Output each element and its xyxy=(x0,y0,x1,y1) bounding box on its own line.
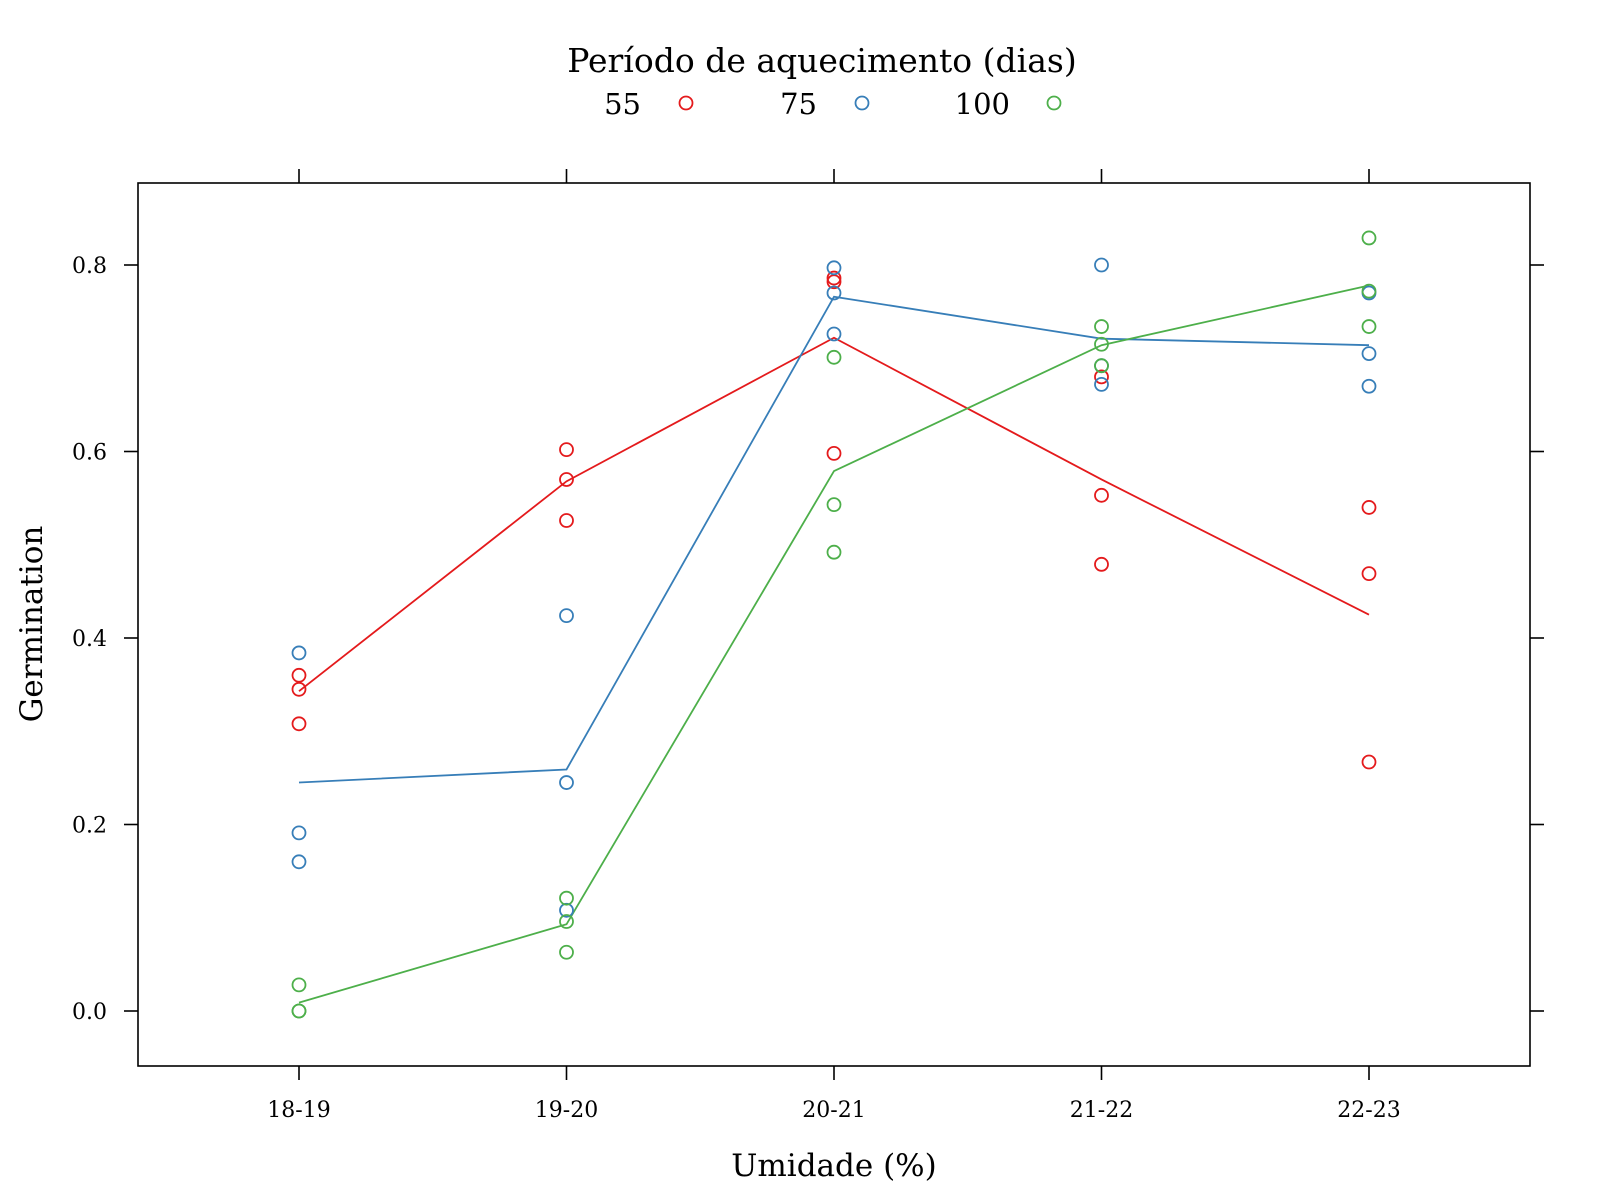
data-point-55 xyxy=(826,445,842,461)
data-point-100 xyxy=(559,914,574,929)
legend: 55 75 100 xyxy=(604,87,1062,121)
legend-label-55: 55 xyxy=(604,87,641,121)
data-point-100 xyxy=(291,977,307,993)
data-point-55 xyxy=(1094,487,1109,503)
data-point-100 xyxy=(826,544,842,560)
data-point-55 xyxy=(1094,556,1109,572)
data-point-100 xyxy=(559,890,574,906)
data-point-55 xyxy=(1094,369,1109,385)
legend-marker-75 xyxy=(854,95,870,111)
series-line-55 xyxy=(298,336,1370,692)
data-point-100 xyxy=(826,349,842,365)
data-point-55 xyxy=(559,513,574,528)
data-point-55 xyxy=(559,472,574,487)
legend-title: Período de aquecimento (dias) xyxy=(567,41,1076,80)
y-tick-label: 0.2 xyxy=(72,814,107,839)
data-point-100 xyxy=(291,1003,307,1019)
data-point-75 xyxy=(1361,378,1377,394)
data-point-55 xyxy=(826,270,842,286)
x-tick-label: 22-23 xyxy=(1337,1098,1400,1123)
y-axis-title: Germination xyxy=(14,526,50,723)
data-point-55 xyxy=(1361,754,1377,770)
legend-label-75: 75 xyxy=(780,87,817,121)
data-point-75 xyxy=(826,260,842,276)
x-axis-title: Umidade (%) xyxy=(731,1148,936,1184)
data-point-100 xyxy=(826,497,842,513)
legend-marker-100 xyxy=(1046,95,1062,111)
legend-label-100: 100 xyxy=(955,87,1010,121)
data-point-100 xyxy=(1361,283,1377,299)
data-point-55 xyxy=(291,716,307,732)
x-tick-label: 18-19 xyxy=(267,1098,330,1123)
data-point-55 xyxy=(826,274,842,290)
data-point-100 xyxy=(559,944,574,960)
x-tick-label: 20-21 xyxy=(802,1098,865,1123)
data-point-75 xyxy=(291,854,307,870)
data-point-55 xyxy=(559,442,574,458)
data-point-55 xyxy=(1361,566,1377,582)
data-point-75 xyxy=(559,775,574,790)
data-point-75 xyxy=(1094,376,1109,392)
y-tick-label: 0.8 xyxy=(72,254,107,279)
data-point-75 xyxy=(1094,257,1109,273)
series-line-75 xyxy=(298,295,1370,784)
series-points xyxy=(291,230,1377,1019)
data-point-100 xyxy=(1361,230,1377,246)
data-point-75 xyxy=(291,825,307,841)
data-point-75 xyxy=(291,645,307,661)
data-point-75 xyxy=(1361,346,1377,361)
x-tick-label: 19-20 xyxy=(535,1098,598,1123)
data-point-100 xyxy=(1094,336,1109,352)
data-point-75 xyxy=(559,608,574,624)
data-point-55 xyxy=(291,667,307,683)
series-line-100 xyxy=(298,284,1370,1004)
axis-ticks: 18-19 19-20 20-21 21-22 22-23 0.0 0.2 0.4 0.6 0.8 xyxy=(72,169,1544,1123)
data-point-75 xyxy=(826,326,842,342)
legend-marker-55 xyxy=(678,95,694,111)
data-point-100 xyxy=(1094,319,1109,334)
y-tick-label: 0.4 xyxy=(72,627,107,652)
data-point-55 xyxy=(1361,500,1377,515)
x-tick-label: 21-22 xyxy=(1070,1098,1133,1123)
y-tick-label: 0.6 xyxy=(72,441,107,466)
data-point-100 xyxy=(1094,358,1109,374)
data-point-55 xyxy=(291,681,307,697)
y-tick-label: 0.0 xyxy=(72,1000,107,1025)
data-point-75 xyxy=(826,285,842,301)
data-point-100 xyxy=(1361,319,1377,334)
plot-frame xyxy=(137,182,1531,1067)
series-lines xyxy=(298,284,1370,1004)
